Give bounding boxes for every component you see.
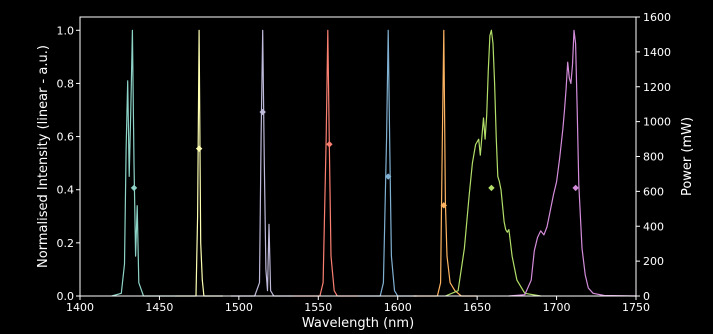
y2-tick-label: 1400 bbox=[643, 46, 671, 59]
y2-tick-label: 0 bbox=[643, 290, 650, 303]
x-tick-label: 1700 bbox=[543, 301, 571, 314]
x-axis-label: Wavelength (nm) bbox=[302, 316, 414, 331]
y-tick-label: 1.0 bbox=[57, 24, 75, 37]
y2-tick-label: 1000 bbox=[643, 116, 671, 129]
y2-tick-label: 800 bbox=[643, 151, 664, 164]
x-tick-label: 1500 bbox=[225, 301, 253, 314]
x-tick-label: 1550 bbox=[304, 301, 332, 314]
y-tick-label: 0.8 bbox=[57, 77, 75, 90]
y-tick-label: 0.0 bbox=[57, 290, 75, 303]
y-tick-label: 0.6 bbox=[57, 131, 75, 144]
y2-axis-label: Power (mW) bbox=[680, 117, 695, 196]
y2-tick-label: 1200 bbox=[643, 81, 671, 94]
x-tick-label: 1650 bbox=[463, 301, 491, 314]
y2-tick-label: 600 bbox=[643, 185, 664, 198]
y2-tick-label: 400 bbox=[643, 220, 664, 233]
y-axis-label: Normalised Intensity (linear - a.u.) bbox=[36, 45, 51, 268]
y2-tick-label: 200 bbox=[643, 255, 664, 268]
y-tick-label: 0.2 bbox=[57, 237, 75, 250]
y2-tick-label: 1600 bbox=[643, 11, 671, 24]
x-tick-label: 1600 bbox=[384, 301, 412, 314]
y-tick-label: 0.4 bbox=[57, 184, 75, 197]
x-tick-label: 1450 bbox=[145, 301, 173, 314]
